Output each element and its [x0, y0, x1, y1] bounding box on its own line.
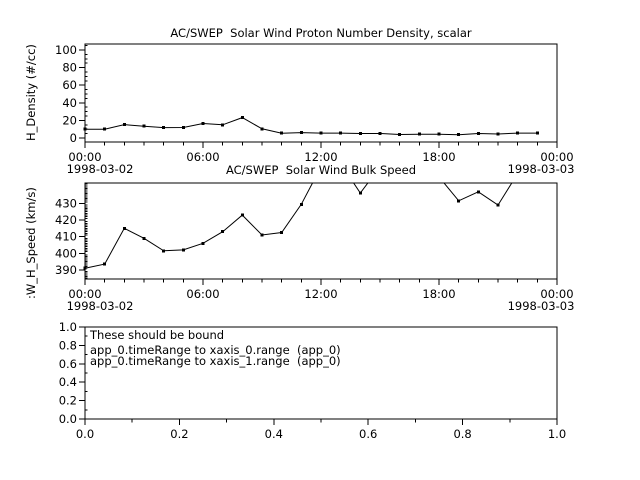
speed-data-marker: [221, 230, 225, 234]
speed-data-marker: [260, 233, 264, 237]
panel-density: 00:00 06:00 12:00 18:00 00:00 0 20 40 60 80 100: [55, 43, 574, 164]
x-tick-label: 18:00: [422, 150, 455, 164]
density-data-marker: [280, 131, 284, 135]
density-data-marker: [122, 123, 126, 127]
x-tick-label: 00:00: [540, 287, 573, 301]
x-tick-label: 0.2: [170, 427, 188, 441]
binding-annotation-line-2: app_0.timeRange to xaxis_0.range (app_0): [90, 343, 341, 357]
speed-data-marker: [476, 190, 480, 194]
density-data-marker: [496, 132, 500, 136]
density-axis-start-date: 1998-03-02: [66, 162, 134, 176]
density-data-marker: [103, 127, 107, 131]
speed-axis-end-date: 1998-03-03: [507, 299, 575, 313]
x-tick-label: 06:00: [186, 150, 219, 164]
density-data-marker: [201, 122, 205, 126]
x-tick-label: 12:00: [304, 287, 337, 301]
y-tick-label: 40: [62, 96, 77, 110]
speed-data-marker: [162, 249, 166, 253]
speed-data-marker: [83, 266, 87, 270]
speed-data-marker: [280, 230, 284, 234]
speed-data-marker: [299, 202, 303, 206]
y-tick-label: 410: [55, 230, 77, 244]
x-tick-label: 00:00: [68, 150, 101, 164]
speed-data-marker: [438, 175, 441, 178]
y-tick-label: 1.0: [59, 320, 77, 334]
speed-axis-start-date: 1998-03-02: [66, 299, 134, 313]
speed-data-marker: [201, 241, 205, 245]
density-data-marker: [457, 133, 461, 137]
density-data-marker: [162, 126, 166, 130]
speed-data-marker: [358, 191, 362, 195]
density-data-marker: [240, 116, 244, 120]
x-tick-label: 00:00: [68, 287, 101, 301]
x-tick-label: 18:00: [422, 287, 455, 301]
density-plot-title: AC/SWEP Solar Wind Proton Number Density…: [170, 26, 472, 40]
density-data-marker: [260, 127, 264, 131]
speed-y-axis-label: :W_H_Speed (km/s): [24, 187, 38, 299]
x-tick-label: 06:00: [186, 287, 219, 301]
panel-bound-annotation: 0.0 0.2 0.4 0.6 0.8 1.0 0.0 0.2 0.4 0.6 0.8 1.0: [59, 320, 566, 441]
x-tick-label: 0.0: [76, 427, 94, 441]
speed-plot-title: AC/SWEP Solar Wind Bulk Speed: [225, 163, 417, 177]
density-data-marker: [417, 132, 421, 136]
speed-data-marker: [142, 236, 146, 240]
y-tick-label: 0: [70, 131, 77, 145]
density-data-line: [85, 117, 538, 136]
x-tick-label: 0.8: [453, 427, 471, 441]
y-tick-label: 20: [62, 113, 77, 127]
x-tick-label: 1.0: [548, 427, 566, 441]
speed-series: [83, 159, 513, 270]
y-tick-label: 0.4: [59, 375, 77, 389]
y-tick-label: 0.0: [59, 412, 77, 426]
speed-data-marker: [398, 159, 401, 162]
density-series: [83, 116, 539, 137]
density-data-marker: [516, 131, 520, 135]
y-tick-label: 100: [55, 43, 77, 57]
x-tick-label: 12:00: [304, 150, 337, 164]
speed-data-marker: [103, 262, 107, 266]
speed-data-marker: [240, 213, 244, 217]
density-axis-end-date: 1998-03-03: [507, 162, 575, 176]
density-data-marker: [181, 125, 185, 129]
density-data-marker: [299, 131, 303, 135]
y-tick-label: 390: [55, 263, 77, 277]
density-data-marker: [398, 133, 402, 137]
density-y-axis-label: H_Density (#/cc): [24, 44, 38, 141]
density-data-marker: [378, 131, 382, 135]
density-data-marker: [437, 132, 441, 136]
density-data-marker: [339, 131, 343, 135]
speed-data-marker: [418, 164, 421, 167]
speed-data-marker: [122, 226, 126, 230]
density-data-marker: [476, 131, 480, 135]
x-tick-label: 0.4: [265, 427, 283, 441]
density-data-marker: [319, 131, 323, 135]
y-tick-label: 60: [62, 78, 77, 92]
x-tick-label: 0.6: [359, 427, 377, 441]
speed-data-line: [84, 183, 513, 269]
y-tick-label: 80: [62, 61, 77, 75]
speed-data-marker: [181, 248, 185, 252]
panel-speed: 00:00 06:00 12:00 18:00 00:00 390 400 410 420 430: [55, 159, 574, 301]
speed-data-marker: [457, 199, 461, 203]
density-data-marker: [142, 124, 146, 128]
density-data-marker: [83, 127, 87, 131]
speed-data-marker: [496, 203, 500, 207]
density-data-marker: [358, 131, 362, 135]
y-tick-label: 0.2: [59, 394, 77, 408]
y-tick-label: 420: [55, 213, 77, 227]
density-data-marker: [535, 131, 539, 135]
x-tick-label: 00:00: [540, 150, 573, 164]
y-tick-label: 400: [55, 246, 77, 260]
binding-annotation-line-3: app_0.timeRange to xaxis_1.range (app_0): [90, 354, 341, 368]
y-tick-label: 0.8: [59, 338, 77, 352]
y-tick-label: 0.6: [59, 357, 77, 371]
density-data-marker: [221, 123, 225, 127]
y-tick-label: 430: [55, 196, 77, 210]
binding-annotation-line-1: These should be bound: [90, 328, 225, 342]
